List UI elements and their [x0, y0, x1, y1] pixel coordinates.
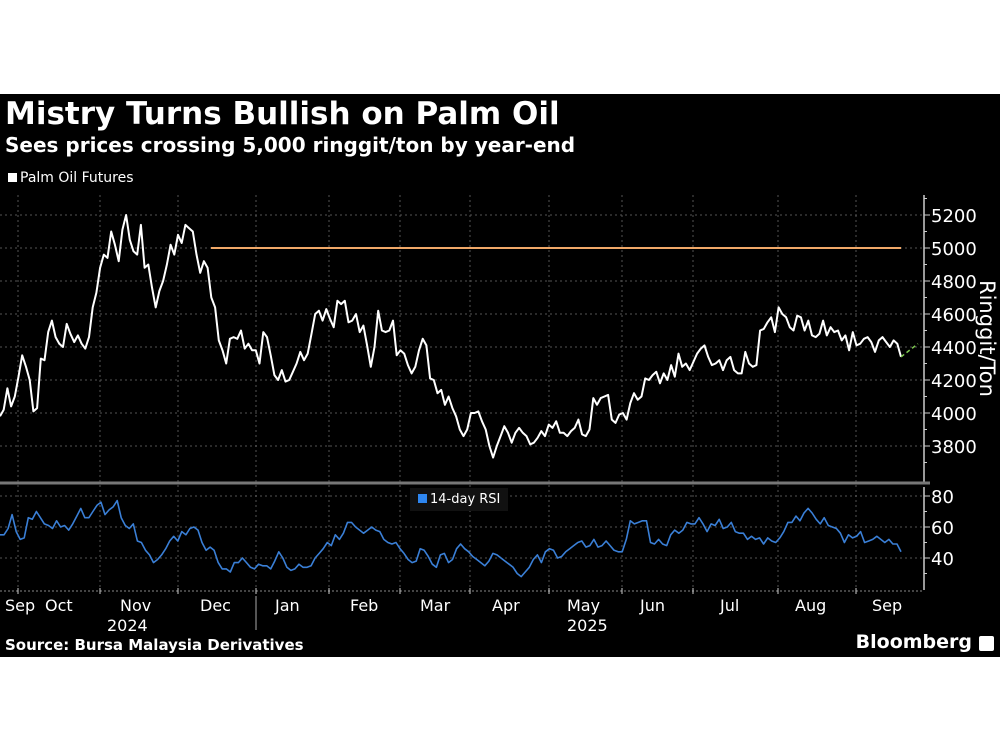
y-axis-label: Ringgit/Ton	[975, 280, 999, 397]
legend-label-rsi: 14-day RSI	[430, 492, 501, 507]
price-tick-label: 4400	[931, 338, 977, 359]
month-label: Nov	[120, 596, 151, 615]
price-line	[0, 214, 902, 459]
rsi-tick-label: 40	[931, 549, 954, 570]
axes	[0, 195, 930, 630]
price-tick-label: 4000	[931, 404, 977, 425]
bloomberg-chart-icon	[979, 636, 994, 651]
year-label: 2024	[107, 616, 148, 635]
month-label: Apr	[492, 596, 520, 615]
rsi-tick-label: 80	[931, 487, 954, 508]
month-label: Jul	[719, 596, 739, 615]
gridlines	[0, 195, 924, 592]
month-label: Jun	[639, 596, 665, 615]
axis-labels: 5200 5000 4800 4600 4400 4200 4000 3800 80 60 40 Ri…	[5, 206, 999, 635]
month-label: Jan	[274, 596, 300, 615]
legend-swatch-rsi	[418, 494, 427, 503]
price-tick-label: 4800	[931, 272, 977, 293]
projection-line	[900, 343, 919, 358]
source-note: Source: Bursa Malaysia Derivatives	[5, 636, 304, 654]
month-label: Sep	[5, 596, 35, 615]
month-label: Feb	[350, 596, 378, 615]
price-tick-label: 5200	[931, 206, 977, 227]
brand-logo: Bloomberg	[855, 631, 972, 653]
month-label: Sep	[872, 596, 902, 615]
price-legend: Palm Oil Futures	[8, 170, 134, 186]
chart-title: Mistry Turns Bullish on Palm Oil	[5, 96, 560, 132]
rsi-legend: 14-day RSI	[410, 488, 509, 511]
price-tick-label: 4200	[931, 371, 977, 392]
legend-swatch-price	[8, 173, 17, 182]
chart-subtitle: Sees prices crossing 5,000 ringgit/ton b…	[5, 133, 576, 157]
year-label: 2025	[567, 616, 608, 635]
rsi-line	[0, 499, 902, 578]
chart-panel	[0, 94, 1000, 657]
price-tick-label: 5000	[931, 239, 977, 260]
month-label: Mar	[420, 596, 451, 615]
month-label: Oct	[45, 596, 73, 615]
month-label: May	[567, 596, 600, 615]
price-tick-label: 4600	[931, 305, 977, 326]
price-tick-label: 3800	[931, 437, 977, 458]
legend-label-price: Palm Oil Futures	[20, 170, 134, 186]
month-label: Dec	[200, 596, 231, 615]
rsi-tick-label: 60	[931, 518, 954, 539]
month-label: Aug	[795, 596, 826, 615]
